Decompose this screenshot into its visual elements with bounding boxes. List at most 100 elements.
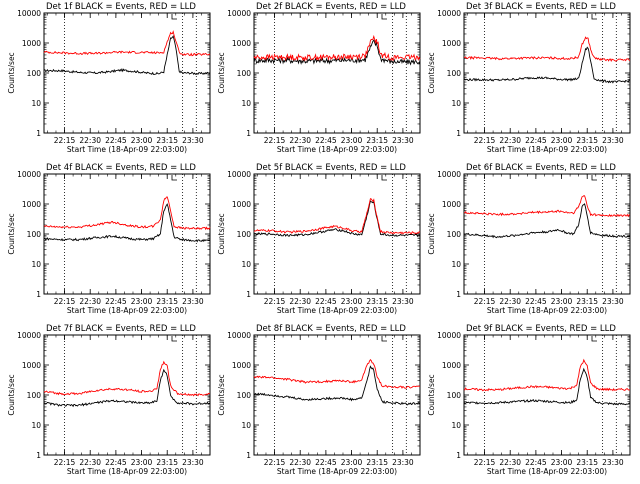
x-tick-label: 22:45 — [525, 136, 547, 145]
x-tick-label: 22:15 — [264, 458, 286, 467]
y-tick-label: 10 — [31, 99, 41, 108]
x-axis-label: Start Time (18-Apr-09 22:03:00) — [277, 467, 397, 476]
series-line-events — [253, 365, 421, 406]
y-tick-label: 10 — [31, 260, 41, 269]
x-tick-label: 23:15 — [156, 136, 178, 145]
y-tick-label: 100 — [237, 391, 252, 400]
x-tick-label: 23:15 — [576, 136, 598, 145]
x-tick-label: 23:30 — [602, 458, 624, 467]
y-axis-label: Counts/sec — [427, 52, 436, 93]
x-tick-label: 22:30 — [289, 297, 311, 306]
series-line-lld — [43, 360, 211, 397]
y-axis-label: Counts/sec — [217, 213, 226, 254]
y-tick-label: 10000 — [437, 331, 461, 340]
x-tick-label: 22:45 — [315, 297, 337, 306]
y-tick-label: 10 — [451, 99, 461, 108]
y-tick-label: 1 — [246, 290, 251, 299]
y-tick-label: 1000 — [442, 39, 461, 48]
series-line-lld — [43, 30, 211, 57]
corner-marker — [591, 14, 597, 20]
y-tick-label: 10 — [241, 260, 251, 269]
y-tick-label: 1 — [456, 129, 461, 138]
panel-title: Det 7f BLACK = Events, RED = LLD — [46, 324, 196, 334]
x-axis-label: Start Time (18-Apr-09 22:03:00) — [487, 306, 607, 315]
x-tick-label: 22:45 — [315, 458, 337, 467]
series-line-lld — [253, 198, 421, 235]
y-tick-label: 10000 — [17, 170, 41, 179]
x-tick-label: 22:15 — [474, 297, 496, 306]
series-line-events — [44, 203, 211, 243]
x-tick-label: 23:00 — [131, 297, 153, 306]
y-tick-label: 1000 — [232, 200, 251, 209]
corner-marker — [381, 336, 387, 342]
plot-frame — [43, 334, 211, 456]
plot-frame — [253, 334, 421, 456]
plot-frame — [253, 173, 421, 295]
x-tick-label: 23:00 — [551, 297, 573, 306]
y-tick-label: 10000 — [437, 170, 461, 179]
x-tick-label: 22:15 — [264, 297, 286, 306]
x-tick-label: 23:00 — [131, 458, 153, 467]
x-tick-label: 23:00 — [551, 458, 573, 467]
x-tick-label: 23:30 — [392, 458, 414, 467]
panel-title: Det 1f BLACK = Events, RED = LLD — [46, 2, 196, 12]
y-axis-label: Counts/sec — [217, 52, 226, 93]
y-axis-label: Counts/sec — [7, 52, 16, 93]
series-line-lld — [43, 196, 211, 231]
x-tick-label: 23:30 — [602, 136, 624, 145]
x-axis-label: Start Time (18-Apr-09 22:03:00) — [67, 467, 187, 476]
x-tick-label: 23:30 — [182, 136, 204, 145]
panel-det-4: Det 4f BLACK = Events, RED = LLD 1 10 100 10… — [7, 163, 211, 315]
x-tick-label: 22:30 — [499, 458, 521, 467]
x-tick-label: 23:00 — [131, 136, 153, 145]
y-tick-label: 10 — [451, 421, 461, 430]
corner-marker — [591, 175, 597, 181]
x-axis-label: Start Time (18-Apr-09 22:03:00) — [67, 145, 187, 154]
series-line-events — [253, 199, 421, 237]
series-line-lld — [464, 358, 631, 392]
corner-marker — [171, 336, 177, 342]
y-tick-label: 10000 — [17, 9, 41, 18]
y-tick-label: 1000 — [232, 39, 251, 48]
panel-det-9: Det 9f BLACK = Events, RED = LLD 1 10 100 10… — [427, 324, 631, 476]
x-tick-label: 23:30 — [392, 297, 414, 306]
y-tick-label: 1 — [36, 129, 41, 138]
y-tick-label: 10000 — [227, 170, 251, 179]
panel-title: Det 2f BLACK = Events, RED = LLD — [256, 2, 406, 12]
plot-frame — [43, 173, 211, 295]
x-tick-label: 23:30 — [182, 458, 204, 467]
plot-frame — [463, 173, 631, 295]
y-tick-label: 10 — [241, 421, 251, 430]
y-tick-label: 1000 — [22, 39, 41, 48]
panel-det-3: Det 3f BLACK = Events, RED = LLD 1 10 100 10… — [427, 2, 631, 154]
x-tick-label: 22:15 — [264, 136, 286, 145]
x-tick-label: 22:30 — [79, 458, 101, 467]
x-tick-label: 22:15 — [54, 136, 76, 145]
y-tick-label: 100 — [27, 230, 42, 239]
x-tick-label: 22:30 — [289, 136, 311, 145]
x-tick-label: 23:15 — [366, 297, 388, 306]
x-tick-label: 23:00 — [341, 297, 363, 306]
x-axis-label: Start Time (18-Apr-09 22:03:00) — [277, 306, 397, 315]
x-axis-label: Start Time (18-Apr-09 22:03:00) — [67, 306, 187, 315]
x-tick-label: 23:00 — [551, 136, 573, 145]
x-tick-label: 23:15 — [156, 297, 178, 306]
x-tick-label: 22:45 — [105, 458, 127, 467]
y-tick-label: 10 — [31, 421, 41, 430]
series-line-lld — [253, 358, 420, 389]
y-tick-label: 1 — [36, 290, 41, 299]
y-tick-label: 1000 — [442, 361, 461, 370]
y-tick-label: 1 — [456, 451, 461, 460]
panel-title: Det 5f BLACK = Events, RED = LLD — [256, 163, 406, 173]
x-tick-label: 22:15 — [474, 458, 496, 467]
y-tick-label: 1 — [456, 290, 461, 299]
panel-det-1: Det 1f BLACK = Events, RED = LLD 1 10 100 10… — [7, 2, 211, 154]
panel-title: Det 6f BLACK = Events, RED = LLD — [466, 163, 616, 173]
corner-marker — [171, 14, 177, 20]
series-line-events — [43, 368, 211, 408]
y-tick-label: 10000 — [227, 9, 251, 18]
series-line-events — [463, 367, 631, 406]
series-line-events — [43, 35, 211, 76]
x-tick-label: 22:15 — [54, 297, 76, 306]
corner-marker — [381, 14, 387, 20]
